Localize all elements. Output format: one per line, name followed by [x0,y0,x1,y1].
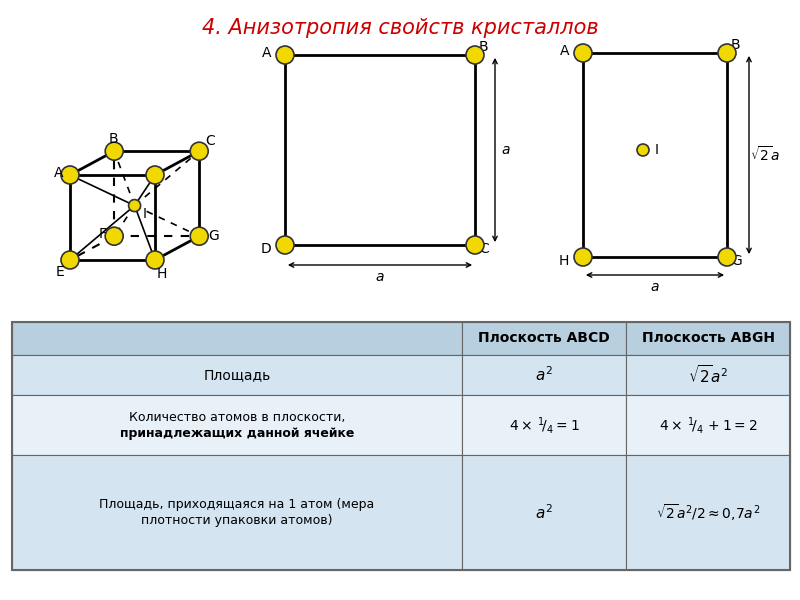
Text: $4\times\,^1\!/_4 = 1$: $4\times\,^1\!/_4 = 1$ [509,415,579,436]
Bar [12,322,790,570]
Text: $\sqrt{2}a^2/2\approx 0{,}7a^2$: $\sqrt{2}a^2/2\approx 0{,}7a^2$ [656,502,760,523]
Text: $\sqrt{2}a^2$: $\sqrt{2}a^2$ [688,364,728,386]
Text: B: B [479,40,489,54]
Text: $a^2$: $a^2$ [535,503,553,522]
Text: D: D [260,242,271,256]
Text: принадлежащих данной ячейке: принадлежащих данной ячейке [120,427,354,439]
Text: A: A [262,46,271,60]
Circle shape [129,200,141,212]
Circle shape [637,144,649,156]
Bar [12,395,462,455]
Text: B: B [108,132,118,146]
Text: a: a [376,270,384,284]
Text: $4\times\,^1\!/_4\, +1 = 2$: $4\times\,^1\!/_4\, +1 = 2$ [658,415,758,436]
Bar [626,322,790,355]
Text: H: H [558,254,569,268]
Text: H: H [157,267,167,281]
Text: F: F [98,227,106,241]
Circle shape [466,46,484,64]
Text: $\sqrt{2}$a: $\sqrt{2}$a [750,146,780,164]
Circle shape [146,166,164,184]
Circle shape [106,227,123,245]
Bar [462,455,626,570]
Circle shape [276,46,294,64]
Circle shape [574,44,592,62]
Circle shape [574,248,592,266]
Bar [12,455,462,570]
Text: B: B [731,38,741,52]
Text: Плоскость ABCD: Плоскость ABCD [478,331,610,346]
Text: плотности упаковки атомов): плотности упаковки атомов) [142,514,333,527]
Text: Площадь: Площадь [203,368,270,382]
Circle shape [61,166,79,184]
Text: $a^2$: $a^2$ [535,365,553,385]
Bar [626,355,790,395]
Bar [12,355,462,395]
Text: a: a [650,280,659,294]
Text: G: G [208,229,219,243]
Circle shape [190,227,208,245]
Bar [626,455,790,570]
Circle shape [276,236,294,254]
Circle shape [106,142,123,160]
Text: a: a [502,143,510,157]
Circle shape [718,44,736,62]
Text: Плоскость ABGH: Плоскость ABGH [642,331,774,346]
Bar [12,322,462,355]
Text: Площадь, приходящаяся на 1 атом (мера: Площадь, приходящаяся на 1 атом (мера [99,498,374,511]
Bar [462,355,626,395]
Circle shape [190,142,208,160]
Text: C: C [205,134,215,148]
Circle shape [61,251,79,269]
Bar [462,322,626,355]
Text: C: C [479,242,489,256]
Circle shape [146,251,164,269]
Text: 4. Анизотропия свойств кристаллов: 4. Анизотропия свойств кристаллов [202,18,598,38]
Text: E: E [56,265,65,279]
Text: I: I [142,206,146,221]
Text: A: A [559,44,569,58]
Bar [462,395,626,455]
Bar [626,395,790,455]
Text: A: A [54,166,63,180]
Circle shape [466,236,484,254]
Text: I: I [655,143,659,157]
Text: G: G [731,254,742,268]
Circle shape [718,248,736,266]
Text: Количество атомов в плоскости,: Количество атомов в плоскости, [129,410,345,424]
